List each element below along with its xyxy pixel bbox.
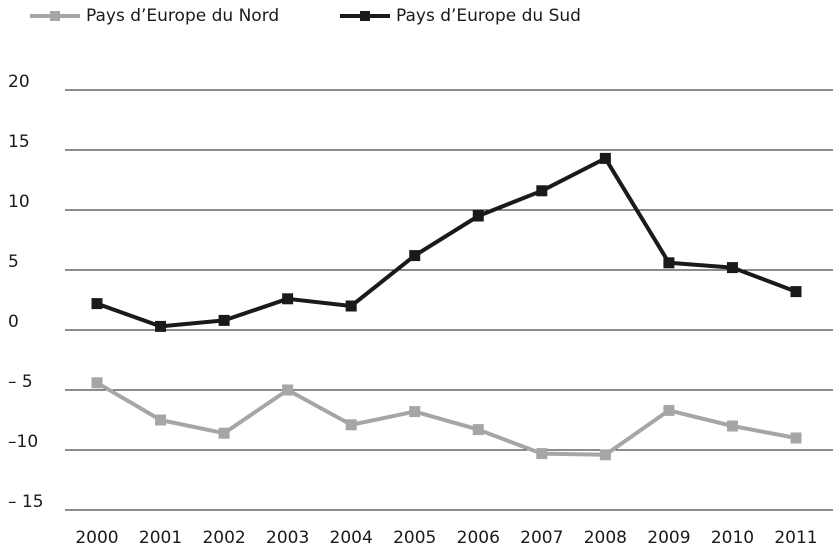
point-marker [155, 320, 167, 332]
x-tick-label: 2002 [202, 528, 245, 548]
x-tick-label: 2010 [711, 528, 754, 548]
y-tick-label: 10 [8, 192, 30, 212]
y-tick-label: – 15 [8, 492, 44, 512]
point-marker [282, 293, 294, 305]
series-line [96, 156, 797, 329]
point-marker [790, 432, 802, 444]
point-marker [663, 404, 675, 416]
point-marker [155, 414, 167, 426]
point-marker [345, 300, 357, 312]
x-tick-label: 2003 [266, 528, 309, 548]
x-tick-label: 2009 [647, 528, 690, 548]
legend-marker [50, 11, 60, 21]
legend-label: Pays d’Europe du Nord [86, 6, 279, 26]
point-marker [536, 448, 548, 460]
point-marker [409, 250, 421, 262]
x-tick-label: 2000 [75, 528, 118, 548]
y-tick-label: –10 [8, 432, 38, 452]
point-marker [726, 420, 738, 432]
y-tick-label: 5 [8, 252, 19, 272]
x-tick-label: 2011 [774, 528, 817, 548]
point-marker [599, 152, 611, 164]
point-marker [726, 262, 738, 274]
point-marker [536, 185, 548, 197]
point-marker [345, 419, 357, 431]
point-marker [91, 298, 103, 310]
point-marker [790, 286, 802, 298]
x-tick-label: 2006 [457, 528, 500, 548]
series-line [95, 381, 797, 457]
point-marker [599, 449, 611, 461]
point-marker [472, 210, 484, 222]
point-marker [663, 257, 675, 269]
legend-label: Pays d’Europe du Sud [396, 6, 581, 26]
legend-marker [360, 11, 370, 21]
x-tick-label: 2005 [393, 528, 436, 548]
x-tick-label: 2004 [330, 528, 373, 548]
point-marker [409, 406, 421, 418]
point-marker [218, 427, 230, 439]
point-marker [218, 314, 230, 326]
point-marker [282, 384, 294, 396]
x-tick-label: 2008 [584, 528, 627, 548]
y-tick-label: – 5 [8, 372, 33, 392]
y-tick-label: 20 [8, 72, 30, 92]
x-tick-label: 2001 [139, 528, 182, 548]
y-tick-label: 15 [8, 132, 30, 152]
point-marker [472, 424, 484, 436]
y-tick-label: 0 [8, 312, 19, 332]
x-tick-label: 2007 [520, 528, 563, 548]
point-marker [91, 377, 103, 389]
